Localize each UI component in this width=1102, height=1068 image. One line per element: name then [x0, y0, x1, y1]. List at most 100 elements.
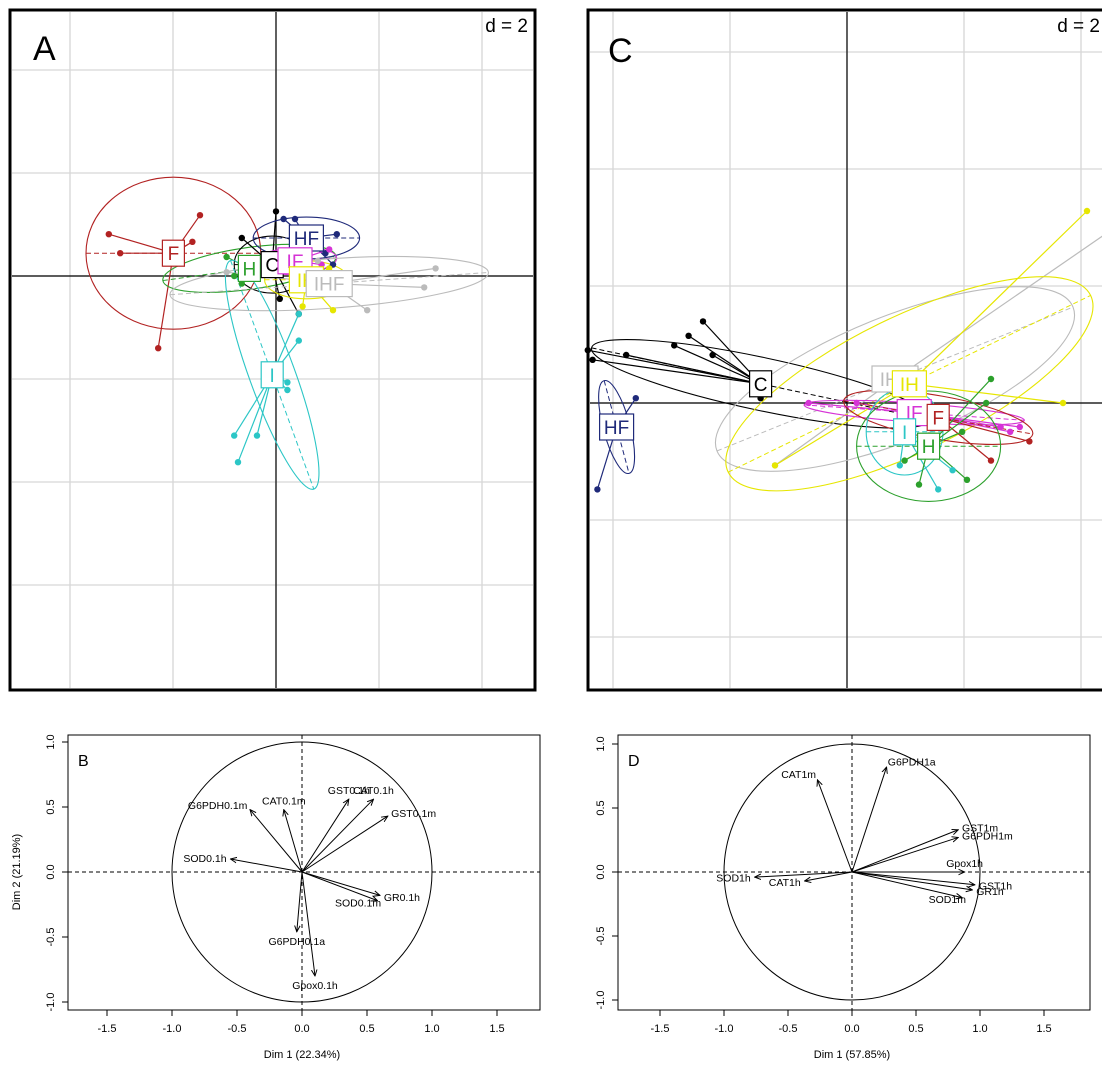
panel-b-vector-sod0-1h — [231, 859, 303, 873]
panel-c-group-i-label-box — [892, 418, 917, 446]
panel-c-group-c-point — [685, 332, 692, 339]
panel-a-background — [10, 10, 535, 690]
panel-a-group-c-point — [276, 295, 283, 302]
panel-b-vector-g6pdh0-1m — [250, 810, 303, 873]
panel-a-group-i-label-box — [260, 361, 284, 389]
panel-d-vector-sod1h — [755, 871, 853, 877]
panel-d-vector-label-cat1m: CAT1m — [781, 769, 816, 781]
panel-a-group-f-point — [155, 345, 162, 352]
panel-c-plot: HFCIHFIHIFFIH — [584, 207, 1102, 502]
panel-a-group-hf-label: HF — [294, 229, 319, 250]
panel-b-vector-label-sod0-1m: SOD0.1m — [335, 898, 381, 910]
panel-a-group-ih-point — [326, 265, 333, 272]
panel-c-scale-label: d = 2 — [1057, 16, 1100, 37]
panel-d-vector-label-cat1h: CAT1h — [769, 877, 801, 889]
panel-a-group-ihf-point — [421, 284, 428, 291]
panel-a-group-h-point — [223, 253, 230, 261]
panel-a-frame — [8, 8, 537, 692]
panel-b-y-tick-label: 1.0 — [45, 734, 57, 749]
panel-a-group-ihf-label: IHF — [314, 275, 345, 296]
panel-b-y-tick-label: 0.5 — [45, 799, 57, 814]
panel-a-group-h-label-box — [237, 254, 261, 282]
panel-a-group-hf-label-box — [288, 224, 324, 252]
panel-d-plot: -1.5 -1.0 -0.5 0.0 0.5 1.0 1.5 -1.0 -0.5 0.0 0.5 1.… — [595, 735, 1090, 1035]
panel-b-vector-label-gst0-1m: GST0.1m — [391, 808, 436, 820]
panel-c-group-ih-point — [1083, 207, 1091, 215]
panel-b-vector-label-cat0-1m: CAT0.1m — [262, 796, 306, 808]
panel-c-group-c-spoke — [626, 354, 761, 385]
panel-a-group-h-label: H — [243, 259, 257, 280]
panel-a-group-if-point — [326, 246, 333, 253]
panel-d-vector-g6pdh1m — [851, 837, 958, 873]
panel-d-unit-circle — [723, 743, 981, 1001]
panel-c-group-h-point — [983, 399, 990, 407]
panel-a-group-ihf-label-box — [305, 270, 353, 298]
panel-a-group-i-point — [234, 459, 242, 466]
panel-d-vector-cat1m — [817, 780, 853, 873]
panel-a-group-f-label: F — [168, 244, 180, 265]
panel-a-group-i-spoke — [237, 374, 273, 463]
panel-b-x-tick-label: 0.0 — [294, 1023, 309, 1035]
panel-a-group-i-point — [295, 337, 302, 344]
panel-c-group-f-label: F — [932, 408, 944, 429]
panel-c-group-h-point — [915, 481, 923, 488]
panel-c-group-if-point — [1007, 428, 1014, 435]
panel-d-vector-label-gr1h: GR1h — [976, 886, 1004, 898]
panel-b-vector-gpox0-1h — [301, 871, 315, 976]
panel-c: HFCIHFIHIFFIH C d = 2 — [584, 8, 1102, 692]
panel-c-frame — [586, 8, 1102, 692]
panel-b-vector-gr0-1h — [301, 871, 380, 895]
panel-d-x-tick-label: 0.5 — [908, 1023, 923, 1035]
panel-d-vector-label-sod1m: SOD1m — [929, 894, 967, 906]
panel-b-x-tick-label: 1.5 — [489, 1023, 504, 1035]
panel-c-background — [588, 10, 1102, 690]
panel-d-vector-label-g6pdh1a: G6PDH1a — [888, 756, 936, 768]
panel-b-x-tick-label: -0.5 — [228, 1023, 247, 1035]
panel-d-x-tick-label: -1.0 — [715, 1023, 734, 1035]
panel-c-group-if-point — [997, 423, 1004, 431]
panel-a-group-h-point — [231, 272, 238, 280]
panel-c-group-i-point — [935, 486, 942, 493]
panel-b-x-label: Dim 1 (22.34%) — [264, 1049, 340, 1061]
panel-d-vector-gst1h — [851, 871, 975, 885]
panel-b-y-tick-label: -0.5 — [45, 928, 57, 947]
panel-c-group-c-point — [623, 351, 630, 359]
panel-c-group-c-point — [671, 342, 678, 349]
panel-d-y-tick-label: 0.0 — [595, 864, 607, 879]
panel-c-group-if-major-axis — [804, 404, 1025, 421]
panel-c-group-f-spoke — [938, 416, 1030, 442]
panel-c-group-ih-spoke — [909, 383, 1064, 404]
panel-d-x-tick-label: -1.5 — [651, 1023, 670, 1035]
panel-d-x-tick-label: 1.5 — [1036, 1023, 1051, 1035]
panel-b-vector-label-gst0-1h: GST0.1h — [328, 785, 370, 797]
panel-b-vector-label-gpox0-1h: Gpox0.1h — [292, 980, 338, 992]
panel-a-group-f-point — [105, 231, 113, 238]
panel-b-y-tick-label: 0.0 — [45, 864, 57, 879]
panel-b-vector-gst0-1m — [301, 816, 388, 873]
panel-a-group-i-point — [284, 379, 291, 386]
panel-b-letter: B — [78, 753, 89, 770]
panel-c-group-h-label: H — [922, 437, 936, 458]
panel-d: -1.5 -1.0 -0.5 0.0 0.5 1.0 1.5 -1.0 -0.5 0.0 0.5 1.… — [595, 734, 1091, 1061]
panel-c-group-h-point — [987, 375, 995, 383]
panel-b-x-tick-label: -1.0 — [163, 1023, 182, 1035]
panel-b-y-tick-label: -1.0 — [45, 993, 57, 1012]
panel-c-group-ih-point — [771, 462, 779, 469]
panel-b-vector-gst0-1h — [301, 799, 349, 873]
panel-b-vector-cat0-1m — [284, 810, 303, 873]
panel-a-group-i-point — [284, 386, 291, 394]
panel-a-group-f-spoke — [157, 253, 174, 349]
panel-d-y-tick-label: 1.0 — [595, 736, 607, 751]
panel-d-vector-label-sod1h: SOD1h — [716, 872, 751, 884]
panel-c-group-i-point — [949, 467, 956, 474]
panel-d-letter: D — [628, 753, 640, 770]
panel-c-group-ih-point — [1059, 399, 1067, 407]
panel-c-group-f-point — [987, 457, 995, 464]
panel-c-group-h-point — [963, 476, 971, 483]
panel-d-vector-sod1m — [851, 871, 962, 898]
panel-c-group-ih-label-box — [891, 370, 928, 398]
panel-b-x-tick-label: -1.5 — [98, 1023, 117, 1035]
panel-c-group-h-point — [959, 428, 966, 435]
panel-c-group-if-point — [1016, 423, 1023, 431]
panel-c-group-hf-point — [632, 395, 639, 402]
